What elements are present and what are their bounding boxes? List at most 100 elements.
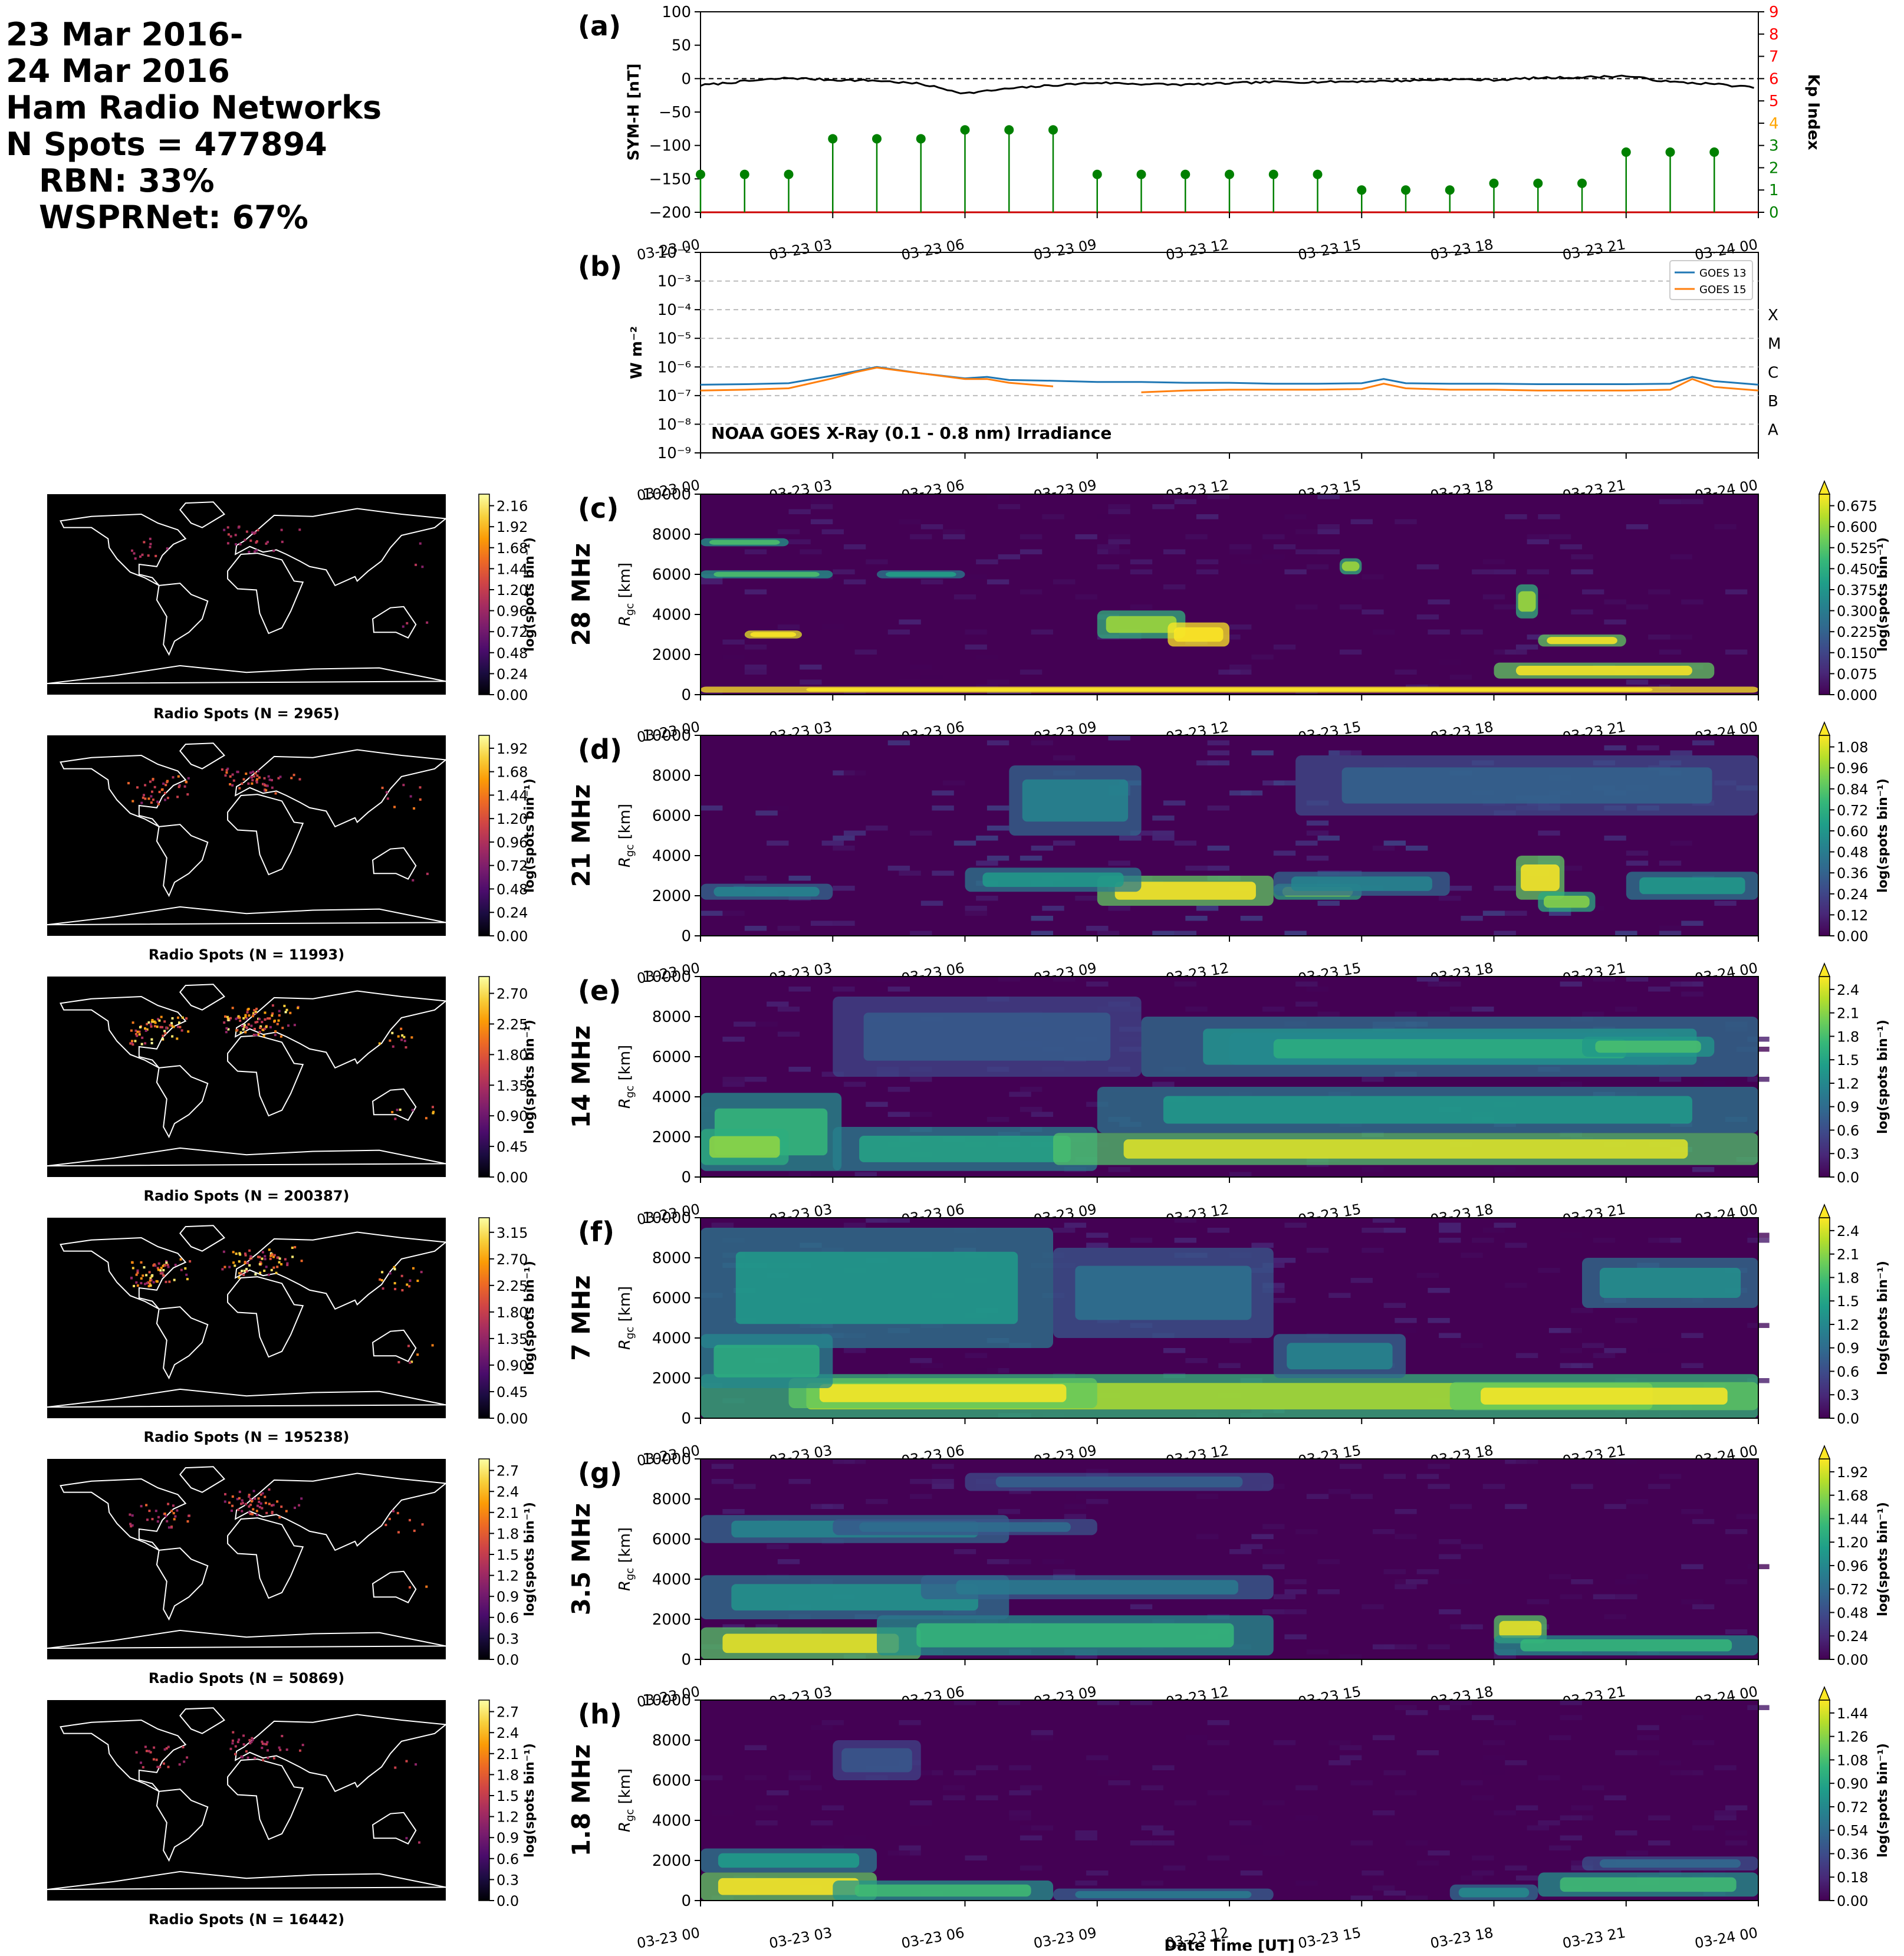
map-spot — [242, 1734, 245, 1737]
panel-e-colorbar-tick-label: 0.0 — [1837, 1169, 1859, 1186]
panel-h-cell — [1494, 1810, 1516, 1816]
panel-d-cell — [932, 870, 954, 876]
header-wsprnet-share: WSPRNet: 67% — [39, 199, 308, 236]
panel-b-series-line — [700, 366, 1759, 386]
panel-g-cell — [1439, 1554, 1461, 1559]
panel-d-cell — [1505, 910, 1527, 916]
panel-d-colorbar-label: log(spots bin⁻¹) — [1876, 778, 1890, 893]
map-spot — [254, 1028, 256, 1030]
map-spot — [144, 1745, 147, 1748]
map-spot — [142, 796, 144, 799]
map-spot — [388, 1517, 391, 1520]
panel-c-colorbar-tick-label: 0.675 — [1837, 498, 1877, 515]
panel-h-cell — [1339, 1745, 1362, 1750]
panel-a-kp-point — [696, 169, 705, 179]
panel-g-colorbar-tick-label: 1.92 — [1837, 1464, 1868, 1481]
panel-e-cell — [1439, 981, 1461, 987]
panel-g-colorbar-label: log(spots bin⁻¹) — [1876, 1502, 1890, 1616]
map-coastline-south-america — [156, 824, 209, 898]
panel-h-cell — [1031, 1730, 1053, 1735]
panel-b-flare-class-label: M — [1768, 336, 1781, 353]
panel-c-cell — [1626, 604, 1649, 610]
panel-c-cell — [800, 549, 822, 554]
map-spot — [244, 1031, 247, 1034]
panel-e-colorbar-tick-label: 1.2 — [1837, 1076, 1859, 1092]
panel-d-cell — [788, 876, 811, 881]
panel-g-ytick-label: 8000 — [652, 1491, 691, 1508]
panel-d-cell — [1207, 846, 1229, 851]
map-spot — [238, 1272, 241, 1275]
panel-h-cell — [1163, 1865, 1186, 1870]
panel-h-colorbar-bar — [1818, 1699, 1830, 1901]
panel-c-cell — [1725, 649, 1748, 655]
panel-g-band-label: 3.5 MHz — [567, 1503, 596, 1615]
panel-h-colorbar-tick-label: 0.72 — [1837, 1799, 1868, 1816]
panel-e-cell — [1582, 1011, 1604, 1017]
map-spot — [292, 774, 295, 777]
map-spot — [131, 1524, 134, 1527]
map-spot — [144, 1042, 147, 1045]
panel-g-ylabel-sub: gc — [624, 1568, 636, 1580]
map-spot — [279, 1035, 282, 1038]
panel-g-cell — [1505, 1504, 1527, 1509]
panel-g-cell — [1284, 1609, 1307, 1615]
map-spot — [186, 1756, 189, 1759]
panel-g-map-colorbar-tick-label: 2.4 — [496, 1484, 519, 1500]
panel-f-colorbar-tick-label: 0.6 — [1837, 1363, 1859, 1380]
panel-g-cell — [1494, 1654, 1516, 1659]
map-spot — [170, 1022, 173, 1025]
panel-c-letter: (c) — [578, 492, 619, 524]
map-spot — [141, 1036, 144, 1039]
panel-g-cell — [1659, 1474, 1682, 1479]
panel-d-cell — [1152, 931, 1175, 936]
map-spot — [157, 1018, 160, 1021]
panel-c-cell — [943, 534, 965, 540]
panel-h-colorbar-tick-label: 0.00 — [1837, 1893, 1868, 1909]
map-spot — [269, 1025, 272, 1028]
map-spot — [255, 1007, 258, 1010]
map-spot — [237, 1508, 240, 1511]
panel-f-map-colorbar-tick-label: 3.15 — [496, 1225, 528, 1241]
map-spot — [164, 1032, 167, 1035]
map-spot — [165, 1515, 167, 1517]
panel-c-colorbar-label: log(spots bin⁻¹) — [1876, 537, 1890, 652]
panel-h-cell — [998, 1700, 1020, 1705]
panel-h-cell — [1020, 1835, 1043, 1840]
map-spot — [271, 1504, 273, 1507]
panel-c-cell — [821, 624, 844, 630]
map-spot — [177, 1025, 179, 1028]
panel-c-cell — [1461, 629, 1483, 635]
map-spot — [412, 1267, 415, 1270]
panel-c-map-colorbar-tick-label: 0.24 — [496, 666, 528, 682]
panel-c-blob-core — [1106, 616, 1177, 633]
map-spot — [160, 1267, 163, 1270]
panel-d-cell — [1207, 750, 1229, 755]
map-spot — [228, 1501, 231, 1504]
map-spot — [170, 1024, 173, 1027]
panel-f-cell — [1185, 1358, 1208, 1363]
panel-g-cell — [1372, 1644, 1395, 1649]
map-spot — [251, 1738, 254, 1741]
map-spot — [167, 1766, 170, 1768]
panel-e-cell — [1362, 1167, 1384, 1172]
panel-c-cell — [1031, 629, 1053, 635]
panel-e-ytick-label: 2000 — [652, 1129, 691, 1146]
panel-d-colorbar-bar — [1818, 735, 1830, 936]
map-coastline-antarctica — [47, 1388, 446, 1408]
panel-c-cell — [1582, 589, 1604, 594]
map-spot — [271, 1004, 274, 1007]
map-spot — [238, 1738, 241, 1741]
panel-c-cell — [1395, 669, 1417, 675]
map-spot — [147, 1285, 150, 1288]
map-spot — [178, 1763, 181, 1766]
map-spot — [257, 529, 259, 532]
panel-h-colorbar-tick-label: 0.54 — [1837, 1823, 1868, 1839]
panel-d-map-colorbar-bar — [478, 735, 490, 936]
panel-d-cell — [1439, 896, 1461, 901]
panel-e-cell — [1428, 1011, 1450, 1017]
map-spot — [236, 1498, 239, 1501]
map-spot — [255, 1034, 258, 1037]
panel-h-cell — [1240, 1840, 1263, 1846]
panel-c-cell — [744, 549, 767, 554]
panel-d-cell — [986, 826, 1009, 831]
